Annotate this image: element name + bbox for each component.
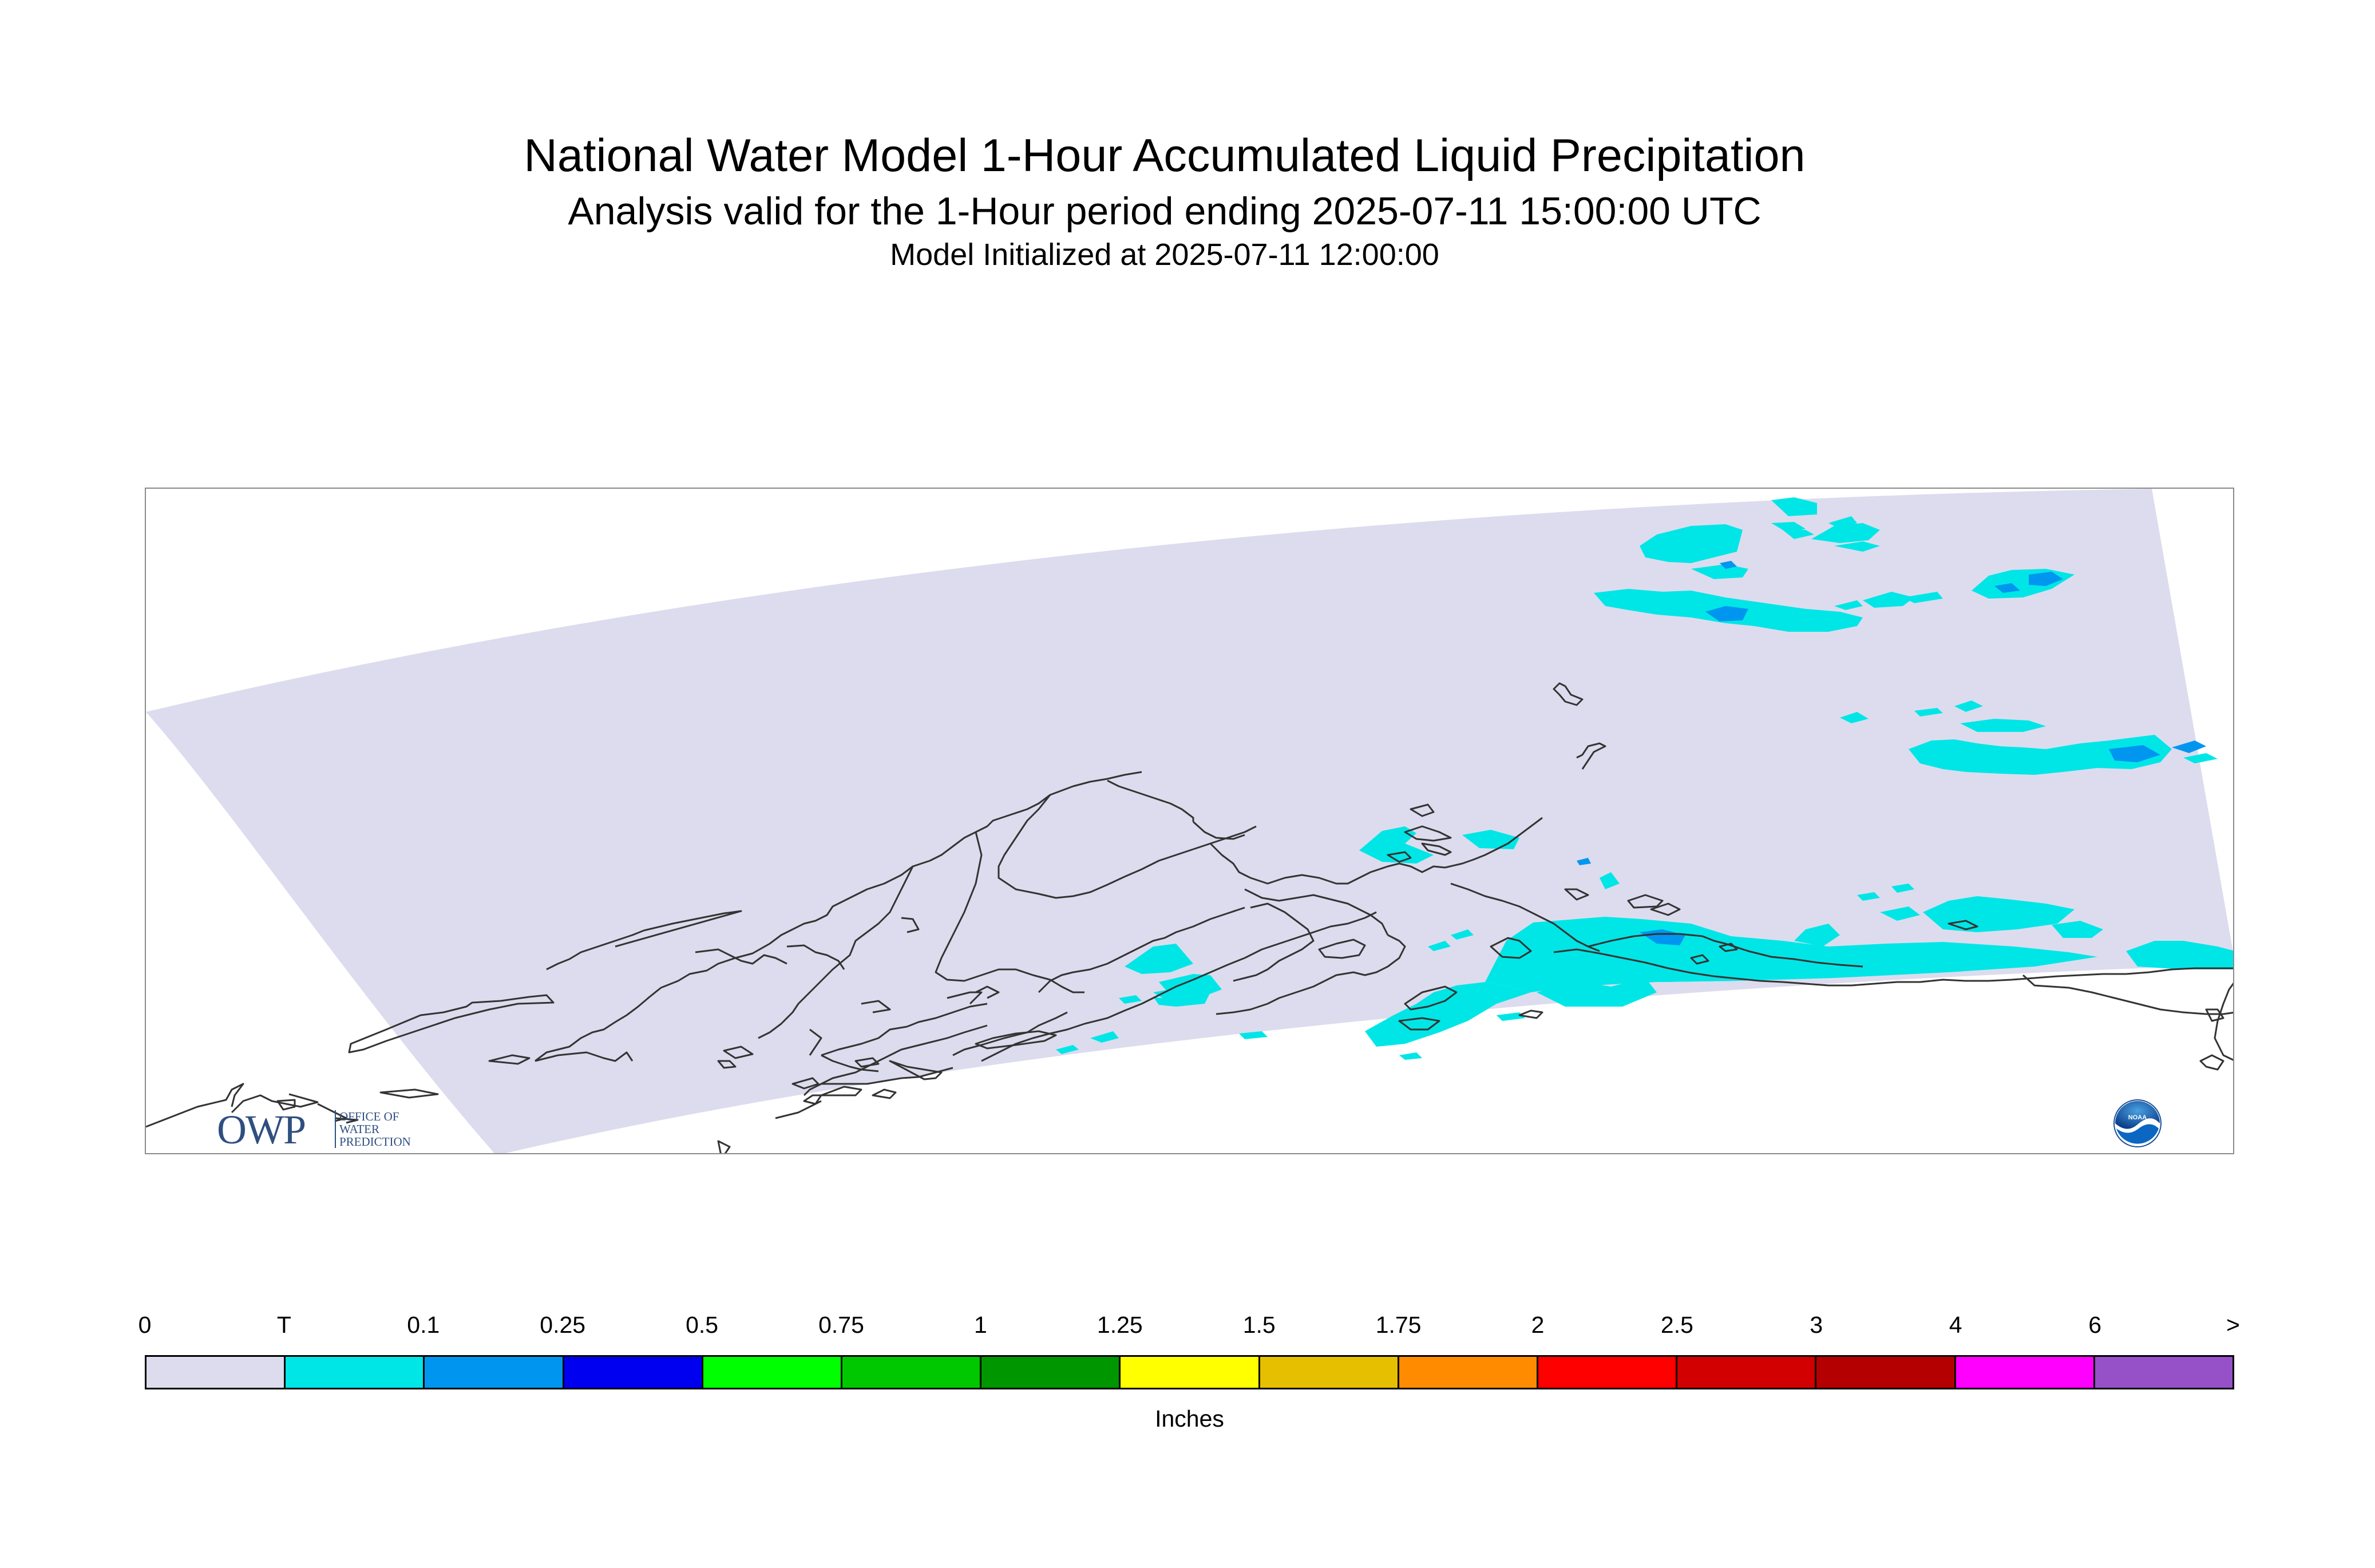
legend-swatch (2095, 1357, 2233, 1388)
legend-tick-label: > (2226, 1312, 2240, 1338)
legend-tick-label: 0.1 (407, 1312, 440, 1338)
legend-tick-label: 2.5 (1660, 1312, 1693, 1338)
legend-swatch (981, 1357, 1121, 1388)
legend-tick-label: 0 (138, 1312, 152, 1338)
map-title: National Water Model 1-Hour Accumulated … (524, 130, 1806, 181)
legend-swatch (1677, 1357, 1817, 1388)
legend-swatch (842, 1357, 982, 1388)
legend-swatch (1260, 1357, 1399, 1388)
precip-trace (1056, 497, 2233, 1060)
coastlines (146, 682, 2233, 1153)
color-legend: 0 T 0.1 0.25 0.5 0.75 1 1.25 1.5 1.75 2 2.5 3 4 6 > Inc… (138, 1310, 2240, 1448)
legend-tick-label: 1 (973, 1312, 987, 1338)
owp-logo-line1: OFFICE OF (339, 1110, 399, 1123)
legend-swatch (147, 1357, 286, 1388)
legend-swatch (1956, 1357, 2095, 1388)
legend-swatch (1399, 1357, 1539, 1388)
legend-tick-label: 2 (1531, 1312, 1545, 1338)
legend-tick-label: 4 (1949, 1312, 1962, 1338)
legend-swatch (703, 1357, 843, 1388)
noaa-logo-text: NOAA (2128, 1114, 2147, 1121)
legend-tick-label: 1.75 (1375, 1312, 1422, 1338)
map-subtitle: Analysis valid for the 1-Hour period end… (568, 189, 1762, 233)
legend-tick-label: 6 (2088, 1312, 2101, 1338)
legend-units: Inches (1155, 1405, 1224, 1432)
legend-tick-label: 0.25 (540, 1312, 586, 1338)
model-init-line: Model Initialized at 2025-07-11 12:00:00 (890, 237, 1439, 272)
legend-tick-label: 1.25 (1097, 1312, 1143, 1338)
legend-colorbar (145, 1355, 2234, 1389)
model-domain (146, 489, 2233, 1153)
owp-logo-line3: PREDICTION (339, 1135, 411, 1149)
owp-logo-line2: WATER (339, 1122, 379, 1136)
noaa-logo: NOAA (2113, 1099, 2162, 1147)
legend-swatch (425, 1357, 564, 1388)
legend-tick-label: 3 (1810, 1312, 1823, 1338)
legend-swatch (564, 1357, 703, 1388)
legend-tick-label: T (276, 1312, 291, 1338)
legend-tick-label: 1.5 (1242, 1312, 1276, 1338)
legend-swatch (286, 1357, 425, 1388)
legend-swatch (1538, 1357, 1678, 1388)
legend-swatch (1816, 1357, 1956, 1388)
legend-tick-label: 0.75 (818, 1312, 864, 1338)
map-canvas (146, 489, 2233, 1153)
owp-logo: OWP OFFICE OF WATER PREDICTION (217, 1107, 423, 1153)
owp-logo-letters: OWP (217, 1107, 306, 1153)
map-panel (145, 488, 2234, 1154)
owp-logo-subtext: OFFICE OF WATER PREDICTION (335, 1110, 411, 1148)
legend-tick-label: 0.5 (686, 1312, 719, 1338)
legend-swatch (1121, 1357, 1260, 1388)
